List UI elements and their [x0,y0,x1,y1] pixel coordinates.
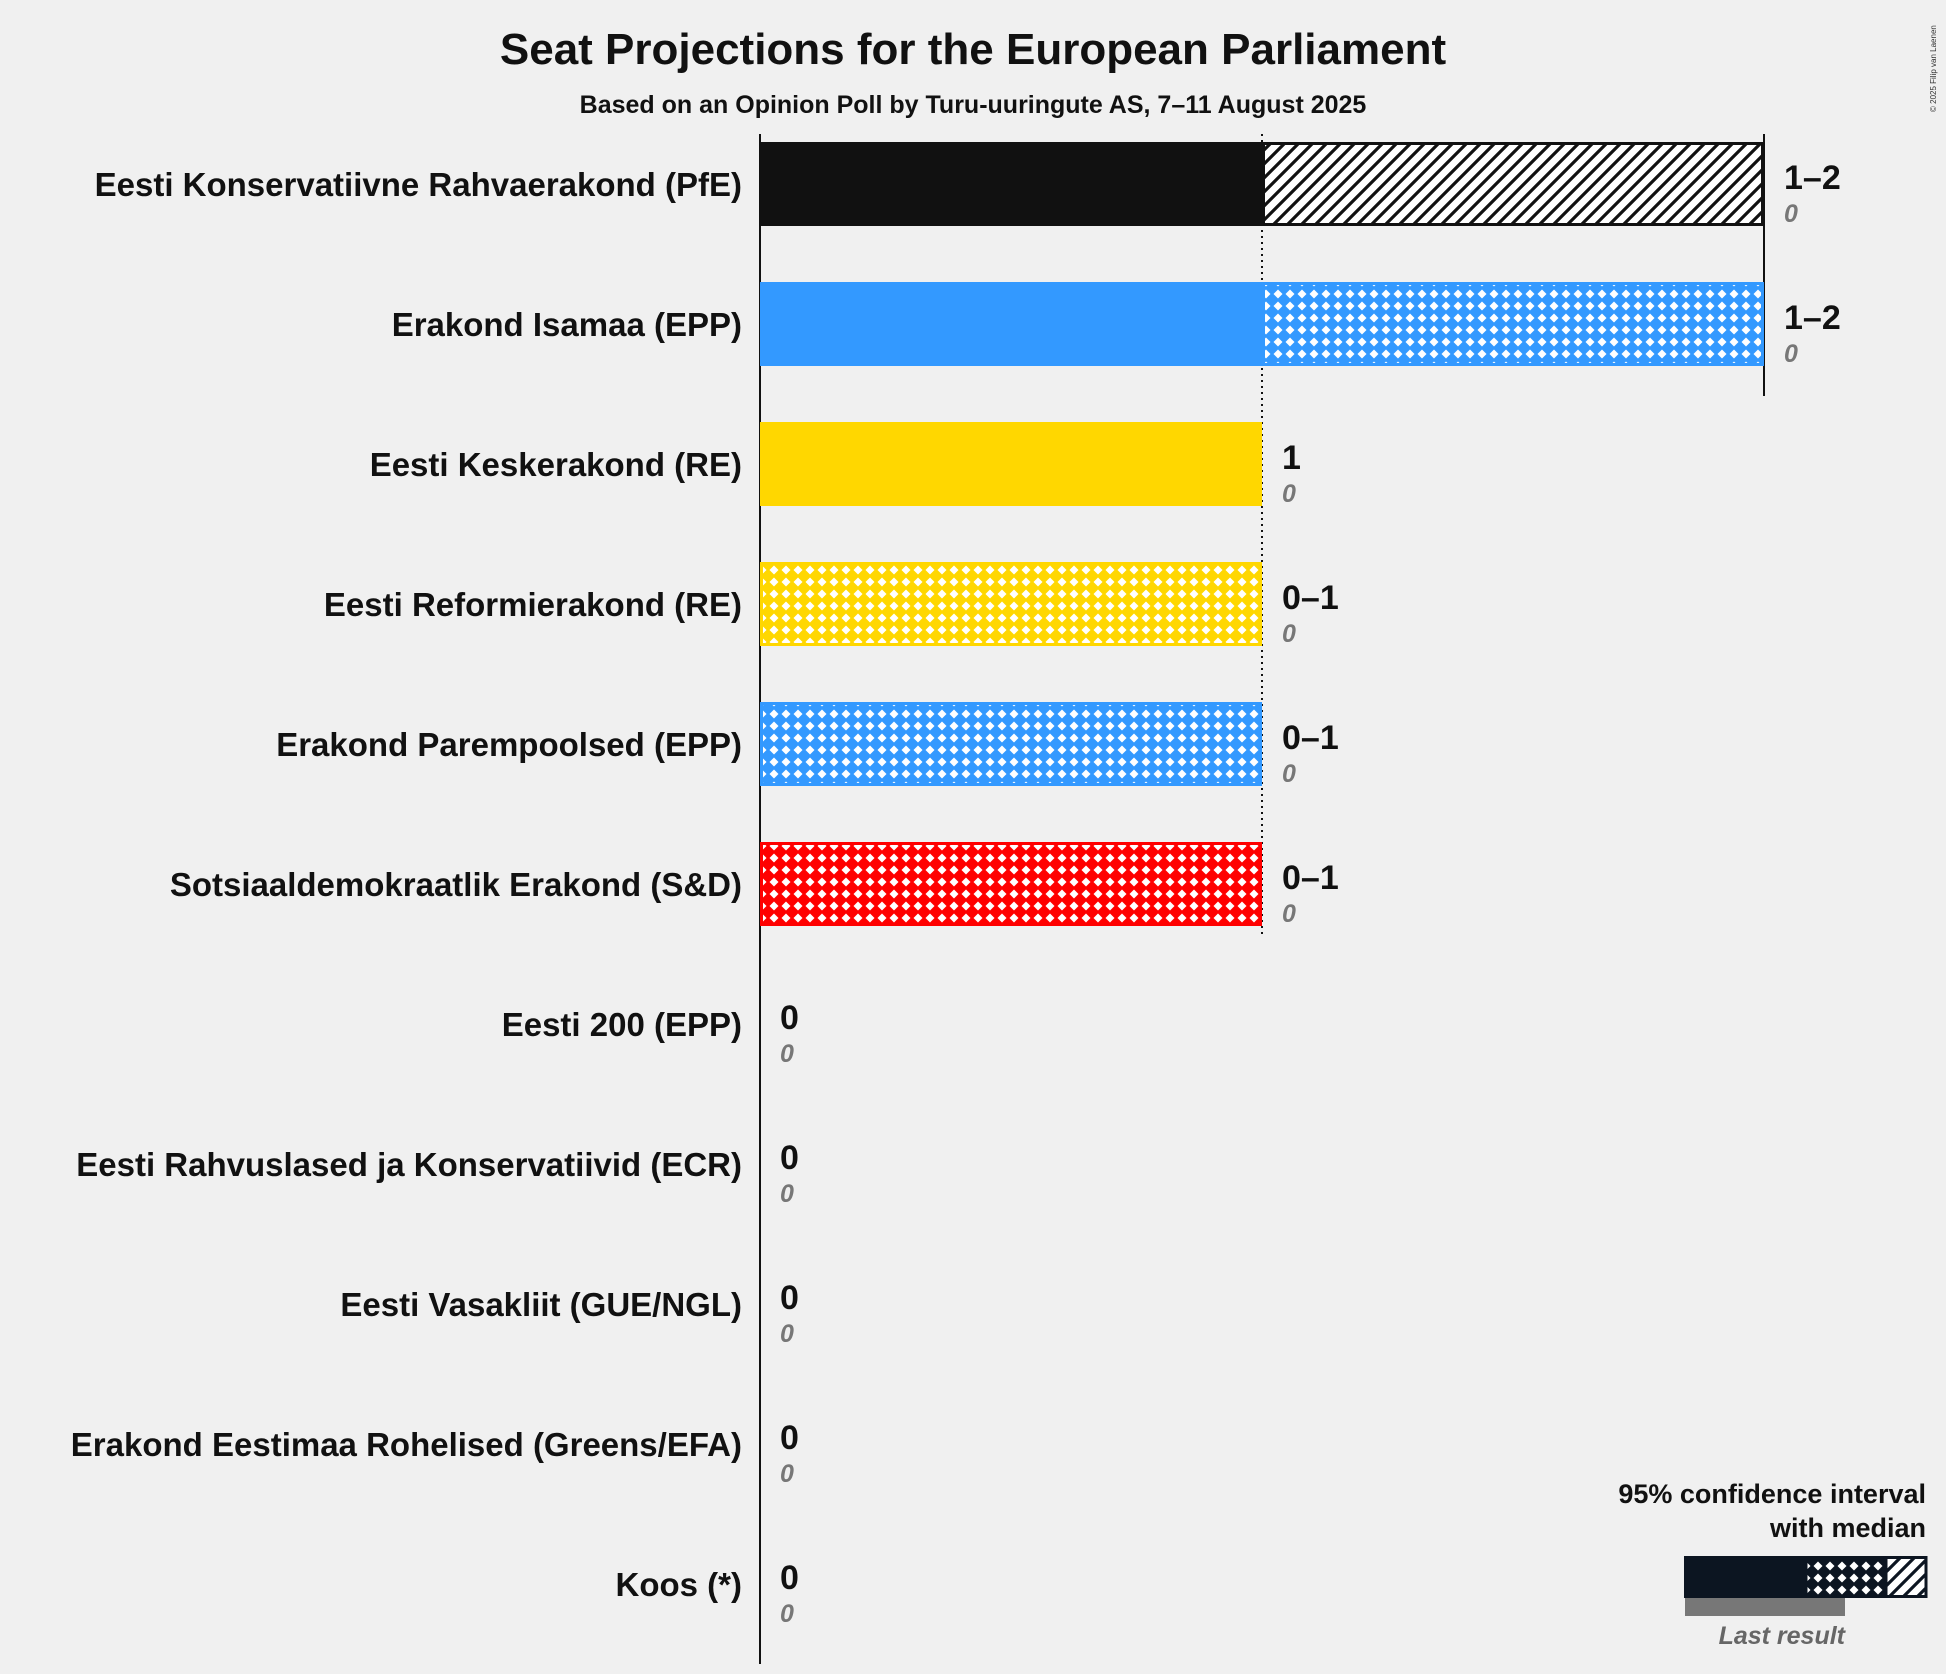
legend-line-1: 95% confidence interval [1618,1479,1926,1509]
party-label: Eesti Keskerakond (RE) [370,446,742,483]
chart-title: Seat Projections for the European Parlia… [500,25,1447,74]
party-label: Erakond Parempoolsed (EPP) [276,726,742,763]
seat-range-label: 0–1 [1282,579,1339,617]
legend-swatch [1684,1556,1928,1616]
seat-range-label: 0 [780,1279,799,1317]
last-result-label: 0 [780,1460,794,1488]
seat-range-label: 1–2 [1784,159,1841,197]
party-label: Eesti Vasakliit (GUE/NGL) [340,1286,742,1323]
last-result-label: 0 [1282,620,1296,648]
seat-range-label: 0 [780,1559,799,1597]
last-result-label: 0 [780,1600,794,1628]
legend-crosshatch [1804,1556,1888,1598]
bar-interval-lower [760,702,1262,786]
seat-range-label: 0 [780,1139,799,1177]
bars-group: Eesti Konservatiivne Rahvaerakond (PfE) 1… [71,134,1841,1664]
party-label: Eesti Rahvuslased ja Konservatiivid (ECR… [76,1146,742,1183]
last-result-label: 0 [780,1180,794,1208]
bar-solid [760,142,1262,226]
last-result-label: 0 [1282,900,1296,928]
legend-diagonal [1884,1556,1928,1598]
legend-last-bar [1685,1596,1845,1616]
bar-solid [760,422,1262,506]
party-label: Eesti Konservatiivne Rahvaerakond (PfE) [95,166,742,203]
seat-range-label: 0 [780,1419,799,1457]
seat-range-label: 0 [780,999,799,1037]
seat-range-label: 0–1 [1282,719,1339,757]
last-result-label: 0 [1784,340,1798,368]
party-label: Erakond Eestimaa Rohelised (Greens/EFA) [71,1426,742,1463]
bar-solid [760,282,1262,366]
last-result-label: 0 [780,1040,794,1068]
last-result-label: 0 [1282,760,1296,788]
bar-interval-lower [760,562,1262,646]
legend-line-2: with median [1769,1513,1926,1543]
party-label: Koos (*) [616,1566,743,1603]
seat-range-label: 1 [1282,439,1301,477]
last-result-label: 0 [780,1320,794,1348]
party-label: Eesti 200 (EPP) [502,1006,742,1043]
chart-subtitle: Based on an Opinion Poll by Turu-uuringu… [580,91,1367,119]
legend-solid [1684,1556,1806,1598]
party-label: Sotsiaaldemokraatlik Erakond (S&D) [170,866,742,903]
party-label: Erakond Isamaa (EPP) [392,306,742,343]
bar-interval-upper [1262,282,1764,366]
last-result-label: 0 [1282,480,1296,508]
bar-interval-upper [1262,142,1764,226]
legend: 95% confidence interval with median Last… [1618,1479,1928,1650]
last-result-label: 0 [1784,200,1798,228]
bar-interval-lower [760,842,1262,926]
legend-last-result: Last result [1719,1622,1847,1650]
seat-range-label: 1–2 [1784,299,1841,337]
seat-range-label: 0–1 [1282,859,1339,897]
copyright-text: © 2025 Filip van Laenen [1929,25,1938,112]
party-label: Eesti Reformierakond (RE) [324,586,742,623]
